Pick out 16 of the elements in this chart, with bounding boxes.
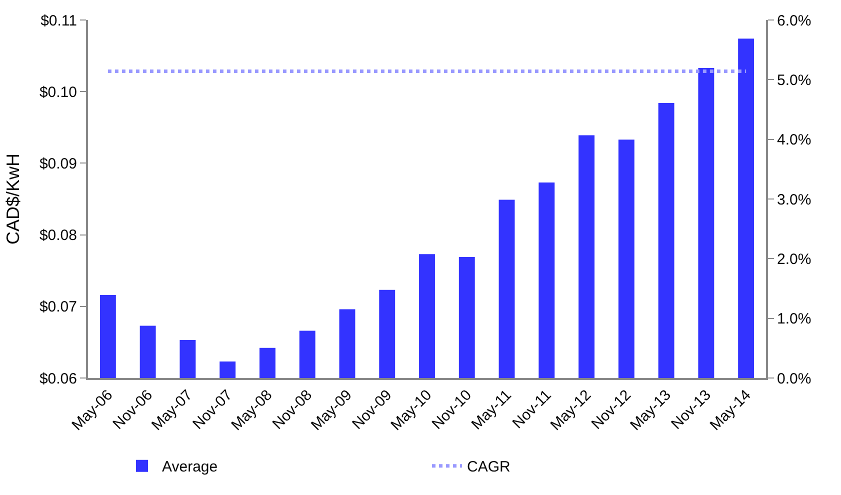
y-tick-label: $0.11 (40, 12, 77, 30)
legend-label: Average (162, 458, 218, 476)
y2-tick-label: 6.0% (777, 12, 812, 30)
y2-tick-label: 5.0% (777, 72, 812, 89)
y2-tick-label: 4.0% (777, 132, 812, 149)
y2-tick-label: 3.0% (777, 191, 812, 208)
y-tick-label: $0.06 (39, 370, 77, 388)
y2-tick-label: 2.0% (777, 250, 812, 268)
y-tick-label: $0.09 (39, 155, 77, 172)
y2-tick-label: 0.0% (777, 370, 812, 388)
y-tick-label: $0.08 (39, 227, 77, 244)
y2-tick-label: 1.0% (777, 310, 812, 328)
legend-label: CAGR (467, 458, 511, 476)
y-tick-label: $0.10 (39, 84, 77, 101)
y-tick-label: $0.07 (39, 298, 77, 316)
y-axis-title: CAD$/KwH (3, 153, 24, 245)
